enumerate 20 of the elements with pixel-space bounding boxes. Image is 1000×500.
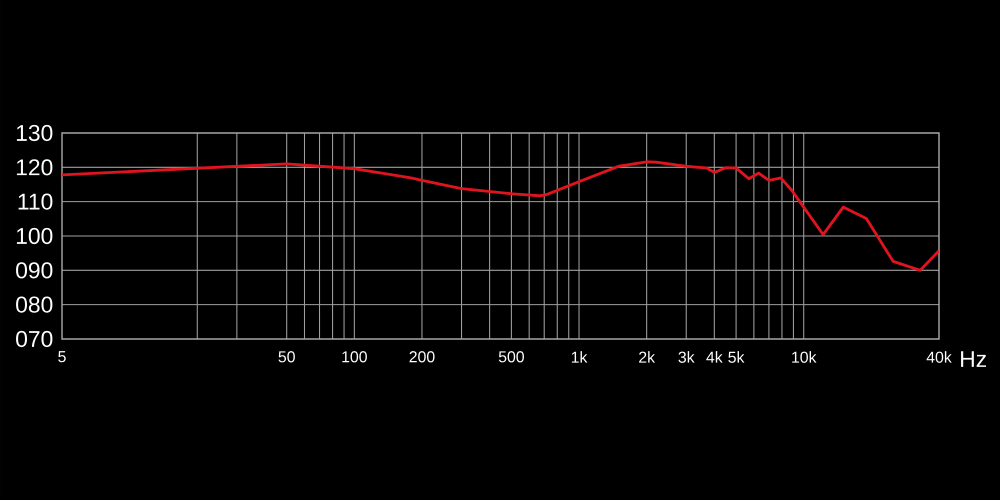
x-tick-label: 40k: [926, 351, 952, 363]
y-tick-label: 120: [16, 159, 52, 176]
y-tick-label: 110: [18, 194, 52, 210]
x-tick-label: 500: [498, 351, 524, 362]
x-tick-label: 100: [342, 351, 367, 362]
y-tick-label: 080: [16, 296, 52, 313]
x-tick-label: 4k: [706, 351, 723, 363]
x-tick-label: 10k: [792, 351, 816, 363]
y-tick-label: 130: [16, 124, 52, 142]
x-tick-label: 5k: [728, 351, 744, 363]
x-tick-label: 3k: [678, 351, 695, 363]
y-tick-label: 090: [16, 262, 52, 278]
x-tick-label: 50: [278, 351, 295, 362]
x-tick-label: 1k: [572, 351, 588, 363]
x-axis-title: Hz: [961, 351, 986, 367]
y-tick-label: 100: [16, 228, 52, 244]
y-tick-label: 070: [16, 330, 52, 348]
x-tick-label: 200: [410, 351, 435, 362]
x-tick-label: 2k: [639, 351, 656, 363]
x-tick-label: 5: [58, 351, 66, 362]
